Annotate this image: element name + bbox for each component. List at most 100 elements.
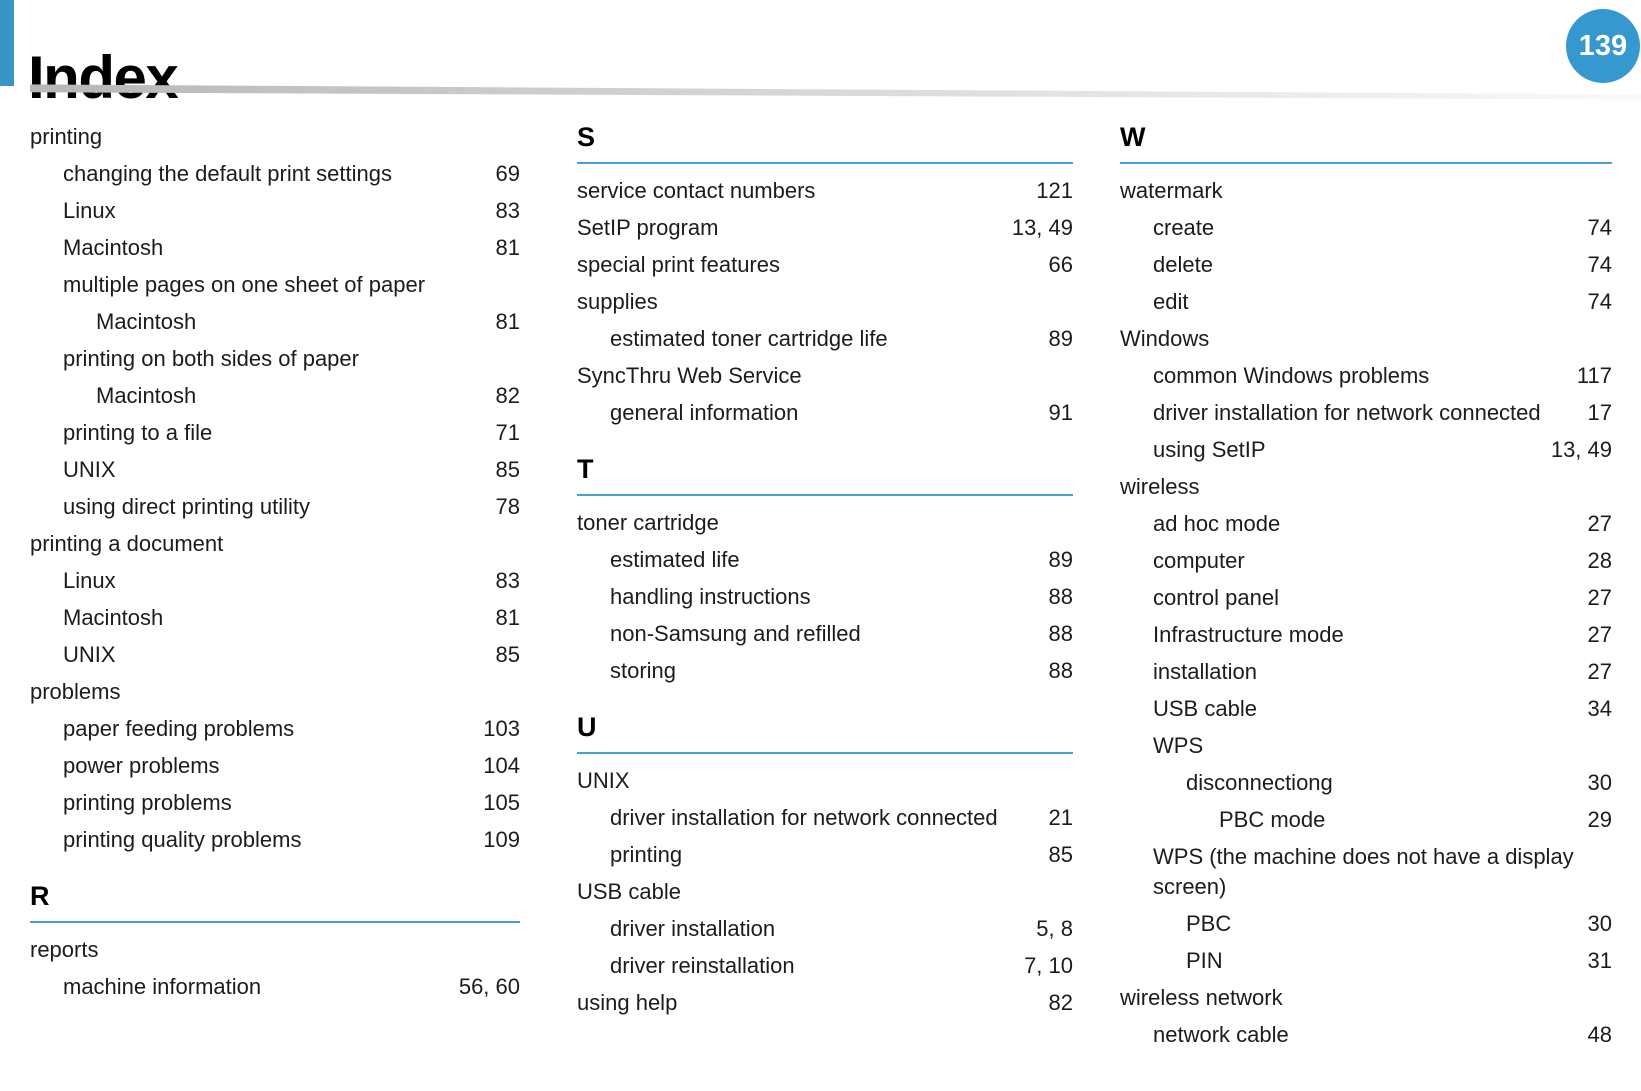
section-letter: R <box>30 881 520 923</box>
index-entry: SetIP program 13, 49 <box>577 213 1073 243</box>
entry-label: SetIP program <box>577 215 719 240</box>
index-entry: UNIX 85 <box>30 455 520 485</box>
entry-label: Linux <box>63 568 116 593</box>
section-letter: T <box>577 454 1073 496</box>
entry-pages: 81 <box>495 309 520 334</box>
index-entry: PBC 30 <box>1120 909 1612 939</box>
entry-label: using SetIP <box>1153 437 1266 462</box>
entry-pages: 71 <box>495 420 520 445</box>
section-letter: W <box>1120 122 1612 164</box>
entry-label: ad hoc mode <box>1153 511 1281 536</box>
entry-label: toner cartridge <box>577 510 719 535</box>
entry-pages: 30 <box>1587 911 1612 936</box>
entry-pages: 88 <box>1048 658 1073 683</box>
index-entry: using help 82 <box>577 988 1073 1018</box>
index-entry: non-Samsung and refilled 88 <box>577 619 1073 649</box>
entry-pages: 81 <box>495 605 520 630</box>
entry-pages: 27 <box>1587 585 1612 610</box>
entry-label: installation <box>1153 659 1257 684</box>
entry-label: common Windows problems <box>1153 363 1430 388</box>
entry-pages: 56, 60 <box>458 974 520 999</box>
entry-pages: 89 <box>1048 326 1073 351</box>
entry-label: SyncThru Web Service <box>577 363 802 388</box>
entry-label: supplies <box>577 289 658 314</box>
entry-label: service contact numbers <box>577 178 816 203</box>
entry-label: non-Samsung and refilled <box>610 621 861 646</box>
index-entry: power problems 104 <box>30 751 520 781</box>
entry-label: network cable <box>1153 1022 1289 1047</box>
entry-label: Macintosh <box>96 383 197 408</box>
entry-pages: 82 <box>1048 990 1073 1015</box>
entry-pages: 69 <box>495 161 520 186</box>
entry-pages: 7, 10 <box>1024 953 1073 978</box>
index-entry: UNIX 85 <box>30 640 520 670</box>
entry-label: printing on both sides of paper <box>63 346 359 371</box>
entry-pages: 81 <box>495 235 520 260</box>
index-entry: printing 85 <box>577 840 1073 870</box>
entry-label: WPS (the machine does not have a display… <box>1153 844 1574 899</box>
entry-pages: 28 <box>1587 548 1612 573</box>
entry-label: UNIX <box>63 642 116 667</box>
entry-label: UNIX <box>577 768 630 793</box>
entry-pages: 13, 49 <box>1550 437 1612 462</box>
entry-label: watermark <box>1120 178 1223 203</box>
entry-pages: 17 <box>1587 400 1612 425</box>
entry-pages: 85 <box>495 642 520 667</box>
entry-label: multiple pages on one sheet of paper <box>63 272 426 297</box>
index-entry: printing <box>30 122 520 152</box>
index-entry: disconnectiong 30 <box>1120 768 1612 798</box>
entry-label: printing <box>610 842 683 867</box>
index-entry: network cable 48 <box>1120 1020 1612 1050</box>
index-entry: SyncThru Web Service <box>577 361 1073 391</box>
index-entry: printing problems 105 <box>30 788 520 818</box>
entry-pages: 83 <box>495 198 520 223</box>
index-entry: machine information 56, 60 <box>30 972 520 1002</box>
entry-label: changing the default print settings <box>63 161 393 186</box>
index-entry: reports <box>30 935 520 965</box>
entry-pages: 21 <box>1048 805 1073 830</box>
entry-label: UNIX <box>63 457 116 482</box>
entry-pages: 85 <box>1048 842 1073 867</box>
entry-pages: 109 <box>483 827 520 852</box>
entry-label: edit <box>1153 289 1189 314</box>
entry-label: USB cable <box>1153 696 1257 721</box>
index-entry: storing 88 <box>577 656 1073 686</box>
index-entry: problems <box>30 677 520 707</box>
index-entry: toner cartridge <box>577 508 1073 538</box>
entry-label: using direct printing utility <box>63 494 311 519</box>
index-entry: printing on both sides of paper <box>30 344 520 374</box>
entry-pages: 5, 8 <box>1036 916 1073 941</box>
index-entry: Macintosh 81 <box>30 307 520 337</box>
entry-pages: 103 <box>483 716 520 741</box>
entry-label: delete <box>1153 252 1213 277</box>
entry-label: PBC <box>1186 911 1232 936</box>
entry-label: using help <box>577 990 678 1015</box>
entry-pages: 66 <box>1048 252 1073 277</box>
entry-label: printing a document <box>30 531 224 556</box>
index-entry: USB cable <box>577 877 1073 907</box>
index-entry: edit 74 <box>1120 287 1612 317</box>
index-entry: supplies <box>577 287 1073 317</box>
index-entry: estimated life 89 <box>577 545 1073 575</box>
entry-pages: 48 <box>1587 1022 1612 1047</box>
entry-pages: 27 <box>1587 622 1612 647</box>
entry-pages: 34 <box>1587 696 1612 721</box>
index-entry: installation 27 <box>1120 657 1612 687</box>
index-entry: general information 91 <box>577 398 1073 428</box>
entry-label: reports <box>30 937 99 962</box>
index-entry: wireless <box>1120 472 1612 502</box>
entry-label: printing quality problems <box>63 827 302 852</box>
index-entry: watermark <box>1120 176 1612 206</box>
entry-pages: 74 <box>1587 252 1612 277</box>
entry-label: Linux <box>63 198 116 223</box>
entry-label: estimated life <box>610 547 740 572</box>
index-entry: UNIX <box>577 766 1073 796</box>
entry-pages: 117 <box>1576 363 1612 388</box>
index-entry: wireless network <box>1120 983 1612 1013</box>
entry-label: driver installation for network connecte… <box>610 805 998 830</box>
index-entry: printing a document <box>30 529 520 559</box>
index-entry: USB cable 34 <box>1120 694 1612 724</box>
entry-label: estimated toner cartridge life <box>610 326 888 351</box>
